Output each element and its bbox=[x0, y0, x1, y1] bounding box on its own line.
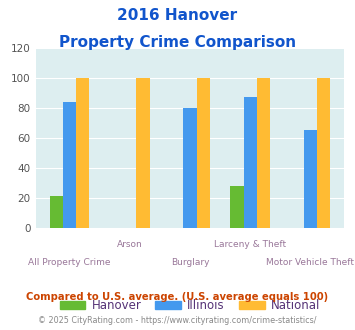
Text: 2016 Hanover: 2016 Hanover bbox=[118, 8, 237, 23]
Bar bbox=[136, 78, 149, 228]
Bar bbox=[183, 108, 197, 228]
Text: Burglary: Burglary bbox=[171, 258, 209, 267]
Bar bbox=[317, 78, 330, 228]
Bar bbox=[50, 196, 63, 228]
Bar bbox=[63, 102, 76, 228]
Text: All Property Crime: All Property Crime bbox=[28, 258, 111, 267]
Text: Larceny & Theft: Larceny & Theft bbox=[214, 240, 286, 249]
Bar bbox=[230, 186, 244, 228]
Bar bbox=[197, 78, 210, 228]
Text: Property Crime Comparison: Property Crime Comparison bbox=[59, 35, 296, 50]
Bar bbox=[304, 130, 317, 228]
Text: © 2025 CityRating.com - https://www.cityrating.com/crime-statistics/: © 2025 CityRating.com - https://www.city… bbox=[38, 316, 317, 325]
Text: Compared to U.S. average. (U.S. average equals 100): Compared to U.S. average. (U.S. average … bbox=[26, 292, 329, 302]
Bar bbox=[257, 78, 270, 228]
Bar bbox=[76, 78, 89, 228]
Legend: Hanover, Illinois, National: Hanover, Illinois, National bbox=[55, 295, 325, 317]
Text: Motor Vehicle Theft: Motor Vehicle Theft bbox=[267, 258, 354, 267]
Text: Arson: Arson bbox=[117, 240, 143, 249]
Bar bbox=[244, 97, 257, 228]
